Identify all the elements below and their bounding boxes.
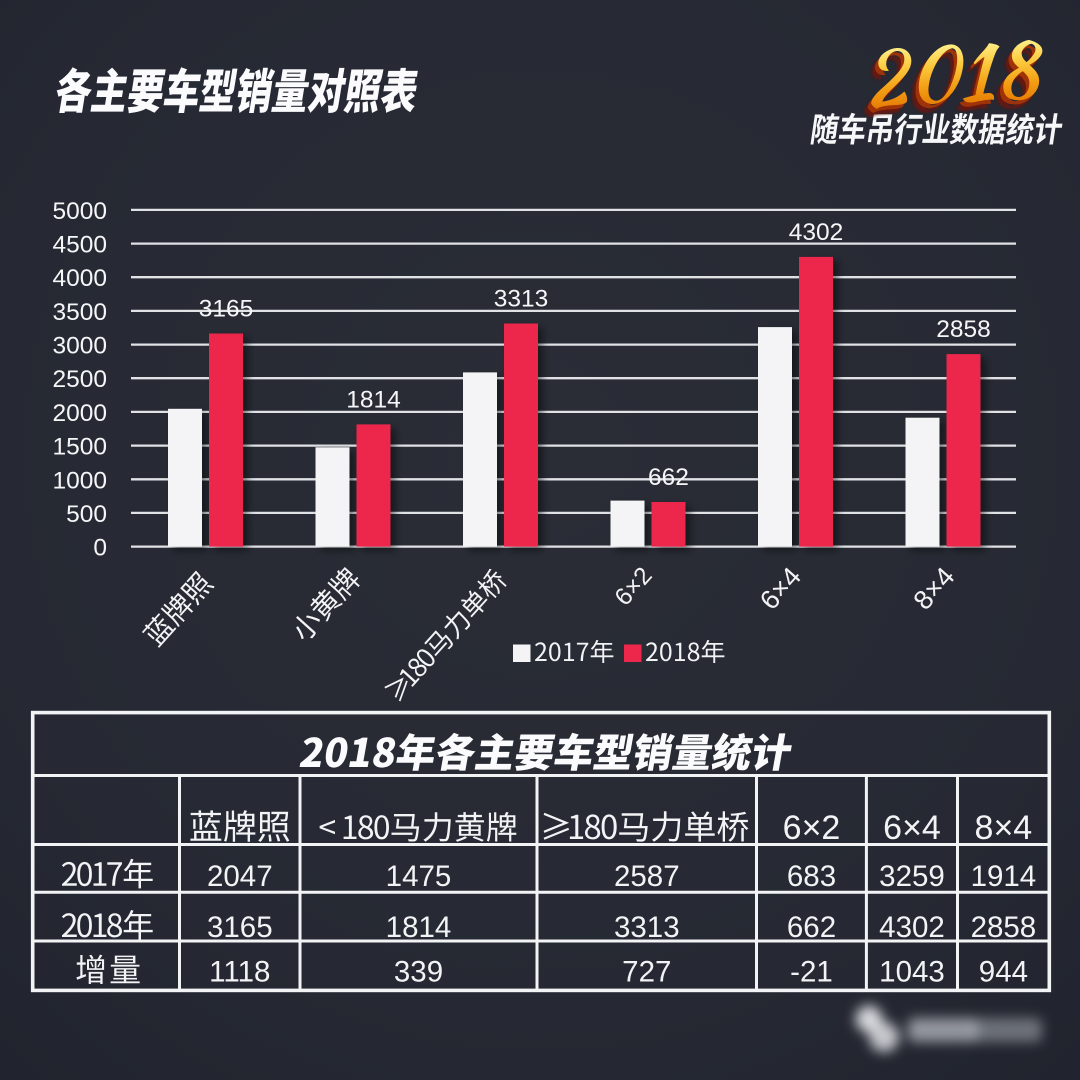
svg-text:4500: 4500 <box>52 232 107 259</box>
svg-text:3000: 3000 <box>52 333 107 360</box>
svg-text:2858: 2858 <box>936 316 991 343</box>
svg-text:662: 662 <box>648 464 689 491</box>
svg-text:3313: 3313 <box>614 911 680 944</box>
svg-text:3313: 3313 <box>494 286 549 313</box>
svg-text:727: 727 <box>622 956 671 989</box>
svg-text:500: 500 <box>66 501 107 528</box>
svg-text:1475: 1475 <box>386 860 452 893</box>
svg-text:683: 683 <box>787 860 836 893</box>
svg-text:1914: 1914 <box>971 860 1037 893</box>
svg-text:1500: 1500 <box>52 434 107 461</box>
svg-text:5000: 5000 <box>52 198 107 225</box>
svg-text:1814: 1814 <box>346 386 401 413</box>
svg-text:1814: 1814 <box>386 911 452 944</box>
svg-text:339: 339 <box>394 956 443 989</box>
svg-text:4302: 4302 <box>789 219 844 246</box>
svg-text:4302: 4302 <box>879 911 945 944</box>
svg-text:6×4: 6×4 <box>883 809 941 847</box>
svg-text:2500: 2500 <box>52 366 107 393</box>
svg-text:1043: 1043 <box>879 956 945 989</box>
svg-text:3165: 3165 <box>207 911 273 944</box>
svg-text:2587: 2587 <box>614 860 680 893</box>
svg-text:6×2: 6×2 <box>783 809 841 847</box>
svg-text:2858: 2858 <box>971 911 1037 944</box>
svg-text:0: 0 <box>93 535 107 562</box>
svg-text:662: 662 <box>787 911 836 944</box>
svg-text:3500: 3500 <box>52 299 107 326</box>
svg-text:8×4: 8×4 <box>975 809 1033 847</box>
svg-text:2047: 2047 <box>207 860 273 893</box>
svg-text:2000: 2000 <box>52 400 107 427</box>
svg-text:3259: 3259 <box>879 860 945 893</box>
svg-text:4000: 4000 <box>52 265 107 292</box>
svg-text:1118: 1118 <box>209 956 270 989</box>
svg-text:3165: 3165 <box>199 296 254 323</box>
svg-text:944: 944 <box>979 956 1028 989</box>
svg-text:-21: -21 <box>790 956 833 989</box>
svg-text:1000: 1000 <box>52 467 107 494</box>
